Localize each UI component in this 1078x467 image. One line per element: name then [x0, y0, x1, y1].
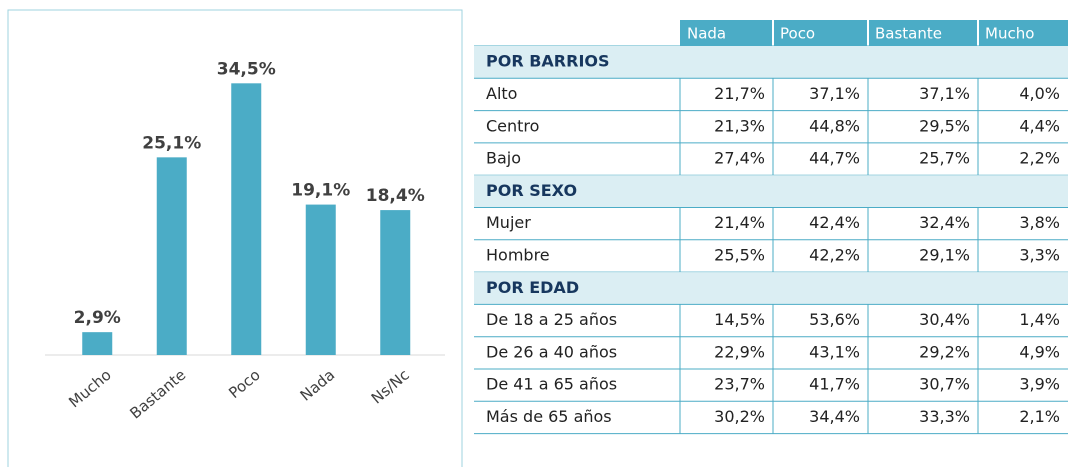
column-header: Bastante — [875, 25, 942, 43]
cell: 21,7% — [714, 84, 765, 103]
cell: 2,2% — [1019, 149, 1060, 168]
value-label: 18,4% — [366, 186, 425, 206]
cell: 3,3% — [1019, 245, 1060, 264]
column-header: Mucho — [985, 25, 1034, 43]
bar — [156, 157, 187, 355]
cell: 22,9% — [714, 342, 765, 361]
column-header: Nada — [687, 25, 726, 43]
bar — [82, 332, 113, 355]
cell: 53,6% — [809, 310, 860, 329]
cell: 1,4% — [1019, 310, 1060, 329]
section-row — [474, 175, 1068, 208]
bar — [305, 204, 336, 355]
section-row — [474, 272, 1068, 305]
cell: 37,1% — [919, 84, 970, 103]
value-label: 2,9% — [74, 308, 121, 328]
row-label: Mujer — [486, 213, 531, 232]
cell: 23,7% — [714, 375, 765, 394]
cell: 21,4% — [714, 213, 765, 232]
cell: 30,2% — [714, 407, 765, 426]
row-label: De 41 a 65 años — [486, 375, 617, 394]
cell: 4,4% — [1019, 116, 1060, 135]
x-tick-label: Poco — [225, 366, 263, 402]
value-label: 34,5% — [217, 59, 276, 79]
cell: 29,5% — [919, 116, 970, 135]
value-label: 19,1% — [291, 181, 350, 201]
cell: 25,5% — [714, 245, 765, 264]
section-title: POR EDAD — [486, 278, 579, 297]
value-label: 25,1% — [142, 133, 201, 153]
cell: 30,4% — [919, 310, 970, 329]
section-title: POR SEXO — [486, 181, 577, 200]
row-label: Bajo — [486, 149, 521, 168]
cell: 44,8% — [809, 116, 860, 135]
row-label: De 18 a 25 años — [486, 310, 617, 329]
cell: 37,1% — [809, 84, 860, 103]
cell: 30,7% — [919, 375, 970, 394]
cell: 3,9% — [1019, 375, 1060, 394]
section-row — [474, 46, 1068, 79]
column-header: Poco — [780, 25, 815, 43]
section-title: POR BARRIOS — [486, 52, 610, 71]
row-label: De 26 a 40 años — [486, 342, 617, 361]
x-tick-label: Mucho — [65, 366, 114, 412]
cell: 4,0% — [1019, 84, 1060, 103]
cell: 14,5% — [714, 310, 765, 329]
row-label: Alto — [486, 84, 517, 103]
cell: 41,7% — [809, 375, 860, 394]
cell: 42,4% — [809, 213, 860, 232]
bar — [380, 210, 411, 355]
cell: 44,7% — [809, 149, 860, 168]
cell: 33,3% — [919, 407, 970, 426]
cell: 2,1% — [1019, 407, 1060, 426]
chart-frame — [7, 9, 463, 467]
header-row — [680, 20, 1068, 46]
row-label: Más de 65 años — [486, 407, 612, 426]
bar — [231, 83, 262, 355]
cell: 29,1% — [919, 245, 970, 264]
cell: 21,3% — [714, 116, 765, 135]
cell: 29,2% — [919, 342, 970, 361]
cell: 34,4% — [809, 407, 860, 426]
x-tick-label: Ns/Nc — [368, 366, 413, 408]
x-tick-label: Bastante — [126, 366, 189, 423]
row-label: Centro — [486, 116, 539, 135]
x-tick-label: Nada — [297, 366, 339, 405]
row-label: Hombre — [486, 245, 550, 264]
cell: 32,4% — [919, 213, 970, 232]
cell: 4,9% — [1019, 342, 1060, 361]
cell: 25,7% — [919, 149, 970, 168]
cell: 27,4% — [714, 149, 765, 168]
cell: 43,1% — [809, 342, 860, 361]
cell: 42,2% — [809, 245, 860, 264]
cell: 3,8% — [1019, 213, 1060, 232]
